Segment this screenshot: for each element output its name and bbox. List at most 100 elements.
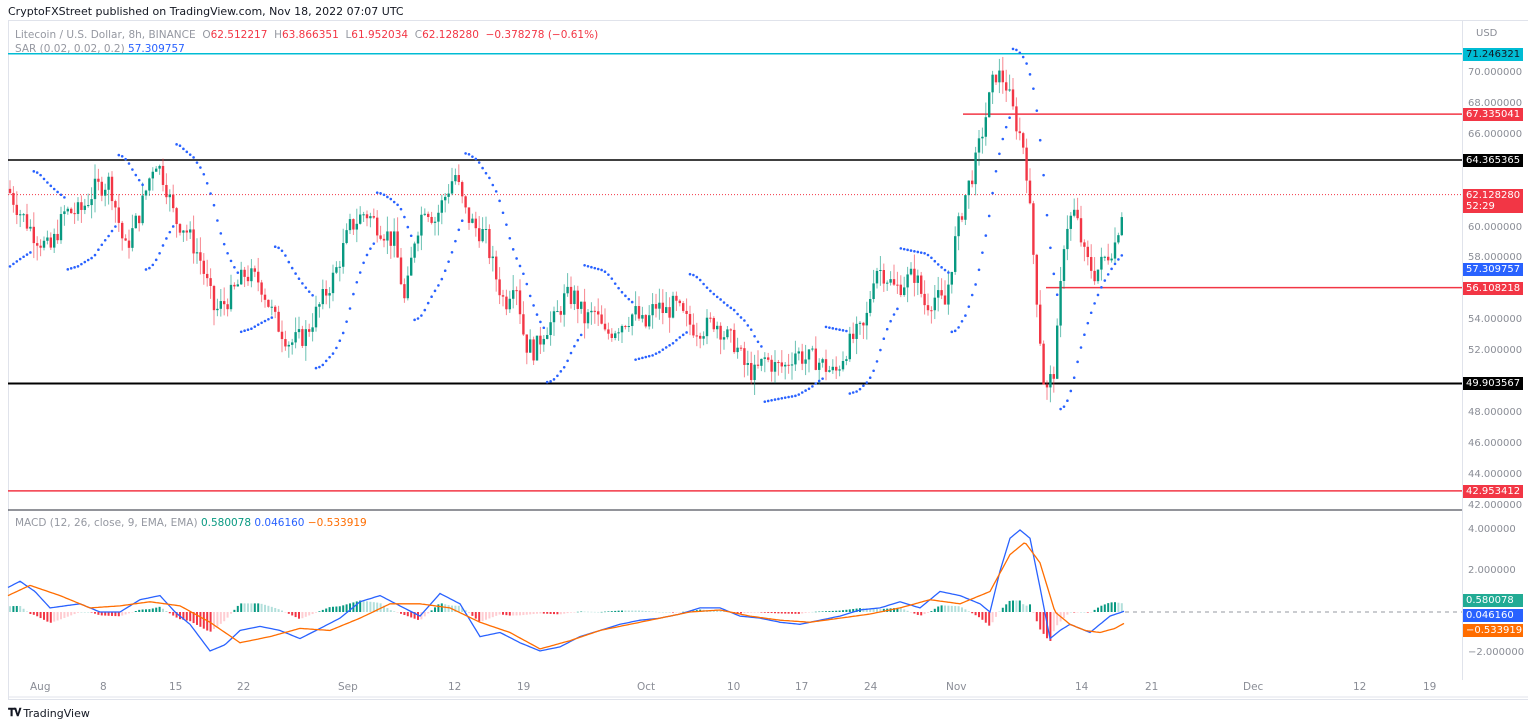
macd-histogram-bar <box>774 612 776 614</box>
candle-body <box>447 193 450 197</box>
price-tick: 52.000000 <box>1468 345 1523 357</box>
candle-body <box>66 208 69 212</box>
candle-body <box>42 240 46 248</box>
candle-body <box>148 178 151 191</box>
candle-body <box>665 307 668 314</box>
candle-body <box>1083 242 1086 247</box>
macd-histogram-bar <box>617 610 620 612</box>
macd-histogram-bar <box>447 605 450 612</box>
macd-histogram-bar <box>719 610 722 612</box>
macd-histogram-bar <box>267 605 270 612</box>
price-scale[interactable] <box>1462 20 1528 680</box>
sar-dot <box>522 272 525 276</box>
candle-body <box>73 213 76 215</box>
sar-dot <box>124 157 127 161</box>
sar-dot <box>396 203 399 207</box>
sar-dot <box>335 346 338 350</box>
macd-histogram-bar <box>260 603 263 612</box>
sar-dot <box>484 171 488 175</box>
sar-dot <box>664 346 668 349</box>
candle-body <box>552 311 556 323</box>
macd-histogram-bar <box>957 606 960 612</box>
macd-histogram-bar <box>828 611 831 612</box>
sar-dot <box>216 219 219 222</box>
signal-line <box>7 542 1125 650</box>
sar-dot <box>69 267 73 270</box>
macd-histogram-bar <box>413 612 416 619</box>
candle-body <box>746 363 749 365</box>
candle-body <box>811 348 814 350</box>
macd-histogram-bar <box>811 611 814 613</box>
time-tick: 14 <box>1075 681 1089 693</box>
macd-histogram-bar <box>138 609 141 612</box>
macd-histogram-bar <box>386 608 389 612</box>
sar-dot <box>35 171 39 174</box>
macd-histogram-bar <box>930 611 933 612</box>
candle-body <box>1093 270 1096 282</box>
candle-body <box>1096 269 1100 282</box>
sar-dot <box>158 251 161 255</box>
candle-body <box>722 337 726 340</box>
sar-dot <box>358 271 362 274</box>
candle-body <box>430 216 433 223</box>
tradingview-logo[interactable]: 𝐓𝐕 TradingView <box>8 706 90 720</box>
candle-body <box>478 228 481 242</box>
candle-body <box>1015 106 1018 132</box>
macd-histogram-bar <box>53 612 56 622</box>
sar-dot <box>855 390 858 393</box>
candle-body <box>165 184 168 198</box>
sar-legend[interactable]: SAR (0.02, 0.02, 0.2) 57.309757 <box>15 43 185 55</box>
sar-dot <box>307 290 311 293</box>
macd-histogram-bar <box>236 605 239 612</box>
sar-dot <box>559 370 563 373</box>
sar-dot <box>386 195 389 199</box>
time-tick: 19 <box>517 681 531 693</box>
macd-histogram-bar <box>349 603 351 612</box>
sar-dot <box>811 385 814 388</box>
macd-histogram-bar <box>621 610 623 612</box>
candle-body <box>1076 209 1079 219</box>
candle-body <box>206 273 209 279</box>
sar-dot <box>1025 62 1028 65</box>
candle-body <box>994 74 998 83</box>
sar-dot <box>722 301 726 304</box>
candle-body <box>219 301 222 309</box>
sar-dot <box>834 327 838 331</box>
macd-histogram-bar <box>899 608 902 612</box>
macd-histogram-bar <box>87 612 90 613</box>
macd-legend[interactable]: MACD (12, 26, close, 9, EMA, EMA) 0.5800… <box>15 517 367 529</box>
sar-dot <box>1069 389 1073 393</box>
low-value: 61.952034 <box>351 29 409 41</box>
candle-body <box>467 207 471 223</box>
sar-dot <box>600 268 603 272</box>
macd-histogram-bar <box>1015 600 1018 612</box>
candle-body <box>974 152 977 185</box>
candle-body <box>807 349 811 360</box>
macd-histogram-bar <box>114 612 117 617</box>
candle-body <box>882 270 885 284</box>
candle-body <box>274 306 277 312</box>
sar-dot <box>205 181 209 185</box>
candle-body <box>433 221 437 223</box>
macd-histogram-bar <box>984 612 987 623</box>
macd-histogram-bar <box>604 611 606 613</box>
macd-line-value: 0.046160 <box>254 517 305 529</box>
macd-histogram-bar <box>682 611 685 613</box>
macd-histogram-bar <box>801 612 804 614</box>
symbol-title[interactable]: Litecoin / U.S. Dollar, 8h, BINANCE <box>15 29 196 41</box>
candle-body <box>634 306 637 315</box>
macd-histogram-bar <box>80 612 83 613</box>
macd-histogram-bar <box>155 607 158 612</box>
sar-dot <box>467 153 471 156</box>
candle-body <box>797 351 800 354</box>
sar-dot <box>97 248 100 252</box>
sar-dot <box>627 297 631 301</box>
sar-dot <box>617 286 620 290</box>
macd-histogram-bar <box>417 612 419 620</box>
candle-body <box>121 222 124 239</box>
sar-dot <box>426 301 430 305</box>
macd-histogram-bar <box>981 612 984 620</box>
sar-dot <box>219 232 223 235</box>
price-tick: 58.000000 <box>1468 252 1523 264</box>
